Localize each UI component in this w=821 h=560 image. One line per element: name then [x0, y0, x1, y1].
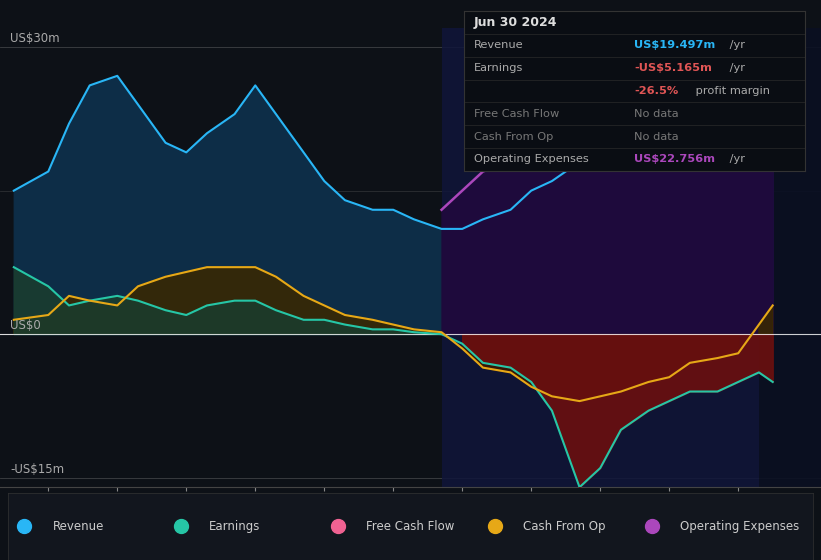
Text: Earnings: Earnings [209, 520, 261, 533]
Text: /yr: /yr [727, 40, 745, 50]
Point [550, 217, 563, 226]
Text: Free Cash Flow: Free Cash Flow [474, 109, 559, 119]
Text: -US$5.165m: -US$5.165m [635, 63, 712, 73]
Text: US$0: US$0 [11, 319, 41, 332]
Text: Cash From Op: Cash From Op [523, 520, 606, 533]
Text: /yr: /yr [727, 155, 745, 165]
Text: Cash From Op: Cash From Op [474, 132, 553, 142]
Text: -26.5%: -26.5% [635, 86, 678, 96]
Text: US$19.497m: US$19.497m [635, 40, 715, 50]
Text: Operating Expenses: Operating Expenses [680, 520, 800, 533]
Text: US$22.756m: US$22.756m [635, 155, 715, 165]
Text: No data: No data [635, 132, 679, 142]
Bar [442, 28, 759, 487]
Text: -US$15m: -US$15m [11, 463, 65, 476]
Text: Free Cash Flow: Free Cash Flow [366, 520, 455, 533]
Text: Revenue: Revenue [53, 520, 103, 533]
Text: Revenue: Revenue [474, 40, 524, 50]
Text: US$30m: US$30m [11, 32, 60, 45]
Text: Earnings: Earnings [474, 63, 524, 73]
Text: profit margin: profit margin [692, 86, 770, 96]
Text: Operating Expenses: Operating Expenses [474, 155, 589, 165]
Bar [759, 28, 821, 487]
Text: Jun 30 2024: Jun 30 2024 [474, 16, 557, 29]
Text: No data: No data [635, 109, 679, 119]
Text: /yr: /yr [727, 63, 745, 73]
